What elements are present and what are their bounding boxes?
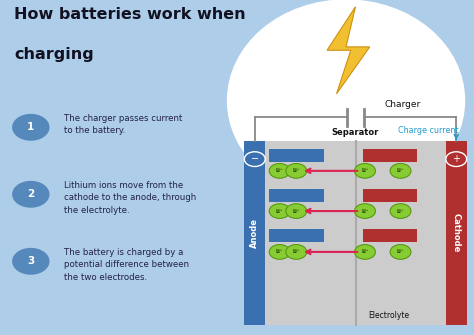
Text: Li⁺: Li⁺ bbox=[361, 169, 369, 173]
FancyBboxPatch shape bbox=[446, 141, 467, 325]
Text: Li⁺: Li⁺ bbox=[361, 250, 369, 254]
Text: Li⁺: Li⁺ bbox=[292, 209, 300, 213]
Circle shape bbox=[355, 204, 375, 218]
Circle shape bbox=[286, 245, 307, 259]
Text: Charger: Charger bbox=[385, 100, 421, 109]
Text: The battery is charged by a
potential difference between
the two electrodes.: The battery is charged by a potential di… bbox=[64, 248, 189, 282]
Text: Li⁺: Li⁺ bbox=[292, 250, 300, 254]
Text: The charger passes current
to the battery.: The charger passes current to the batter… bbox=[64, 114, 182, 135]
Text: Charge current: Charge current bbox=[398, 126, 459, 135]
Circle shape bbox=[355, 245, 375, 259]
Text: Li⁺: Li⁺ bbox=[397, 209, 404, 213]
Circle shape bbox=[269, 245, 290, 259]
Text: Cathode: Cathode bbox=[452, 213, 461, 253]
Text: −: − bbox=[251, 154, 259, 164]
Circle shape bbox=[286, 163, 307, 178]
Text: Li⁺: Li⁺ bbox=[361, 209, 369, 213]
Text: Anode: Anode bbox=[250, 218, 259, 248]
Circle shape bbox=[390, 204, 411, 218]
Text: How batteries work when: How batteries work when bbox=[14, 7, 246, 22]
Ellipse shape bbox=[228, 0, 465, 201]
Text: Li⁺: Li⁺ bbox=[276, 250, 283, 254]
Text: charging: charging bbox=[14, 47, 94, 62]
FancyBboxPatch shape bbox=[269, 149, 324, 162]
FancyBboxPatch shape bbox=[269, 229, 324, 242]
Polygon shape bbox=[327, 7, 370, 94]
Circle shape bbox=[390, 163, 411, 178]
Text: +: + bbox=[452, 154, 460, 164]
Text: Li⁺: Li⁺ bbox=[276, 209, 283, 213]
Text: 2: 2 bbox=[27, 189, 35, 199]
Circle shape bbox=[13, 115, 49, 140]
Text: Lithium ions move from the
cathode to the anode, through
the electrolyte.: Lithium ions move from the cathode to th… bbox=[64, 181, 196, 215]
Text: Electrolyte: Electrolyte bbox=[368, 311, 409, 320]
FancyBboxPatch shape bbox=[244, 141, 265, 325]
FancyBboxPatch shape bbox=[244, 141, 467, 325]
Circle shape bbox=[390, 245, 411, 259]
FancyBboxPatch shape bbox=[363, 189, 417, 202]
FancyBboxPatch shape bbox=[269, 189, 324, 202]
FancyBboxPatch shape bbox=[363, 149, 417, 162]
Text: Li⁺: Li⁺ bbox=[397, 169, 404, 173]
Circle shape bbox=[13, 182, 49, 207]
Circle shape bbox=[355, 163, 375, 178]
Text: Li⁺: Li⁺ bbox=[292, 169, 300, 173]
Circle shape bbox=[286, 204, 307, 218]
Text: Li⁺: Li⁺ bbox=[397, 250, 404, 254]
Text: 3: 3 bbox=[27, 256, 35, 266]
Text: 1: 1 bbox=[27, 122, 35, 132]
Circle shape bbox=[13, 249, 49, 274]
Text: Li⁺: Li⁺ bbox=[276, 169, 283, 173]
FancyBboxPatch shape bbox=[363, 229, 417, 242]
Circle shape bbox=[269, 163, 290, 178]
Text: Separator: Separator bbox=[332, 128, 379, 137]
Circle shape bbox=[269, 204, 290, 218]
